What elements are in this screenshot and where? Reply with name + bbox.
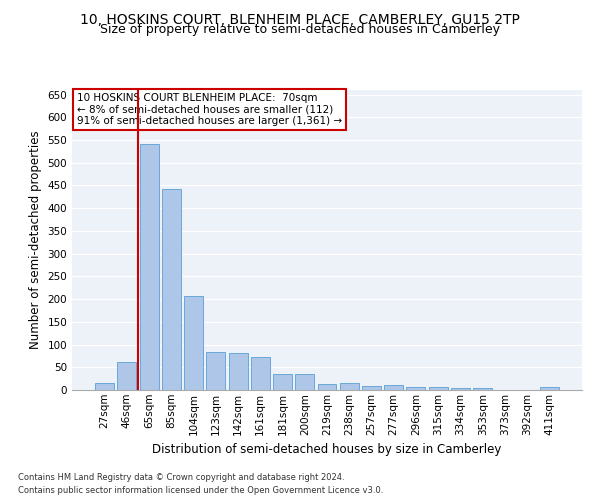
Bar: [184, 296, 203, 390]
Bar: [206, 352, 225, 390]
Bar: [406, 388, 425, 390]
Bar: [451, 388, 470, 390]
Bar: [229, 352, 248, 390]
Y-axis label: Number of semi-detached properties: Number of semi-detached properties: [29, 130, 42, 350]
Text: 10 HOSKINS COURT BLENHEIM PLACE:  70sqm
← 8% of semi-detached houses are smaller: 10 HOSKINS COURT BLENHEIM PLACE: 70sqm ←…: [77, 93, 342, 126]
Bar: [473, 388, 492, 390]
Bar: [140, 144, 158, 390]
Text: 10, HOSKINS COURT, BLENHEIM PLACE, CAMBERLEY, GU15 2TP: 10, HOSKINS COURT, BLENHEIM PLACE, CAMBE…: [80, 12, 520, 26]
X-axis label: Distribution of semi-detached houses by size in Camberley: Distribution of semi-detached houses by …: [152, 443, 502, 456]
Bar: [273, 374, 292, 390]
Bar: [384, 386, 403, 390]
Bar: [429, 388, 448, 390]
Bar: [95, 383, 114, 390]
Bar: [251, 358, 270, 390]
Bar: [540, 388, 559, 390]
Text: Contains public sector information licensed under the Open Government Licence v3: Contains public sector information licen…: [18, 486, 383, 495]
Bar: [362, 386, 381, 390]
Bar: [340, 383, 359, 390]
Bar: [162, 188, 181, 390]
Bar: [118, 362, 136, 390]
Text: Contains HM Land Registry data © Crown copyright and database right 2024.: Contains HM Land Registry data © Crown c…: [18, 474, 344, 482]
Bar: [295, 374, 314, 390]
Text: Size of property relative to semi-detached houses in Camberley: Size of property relative to semi-detach…: [100, 22, 500, 36]
Bar: [317, 384, 337, 390]
